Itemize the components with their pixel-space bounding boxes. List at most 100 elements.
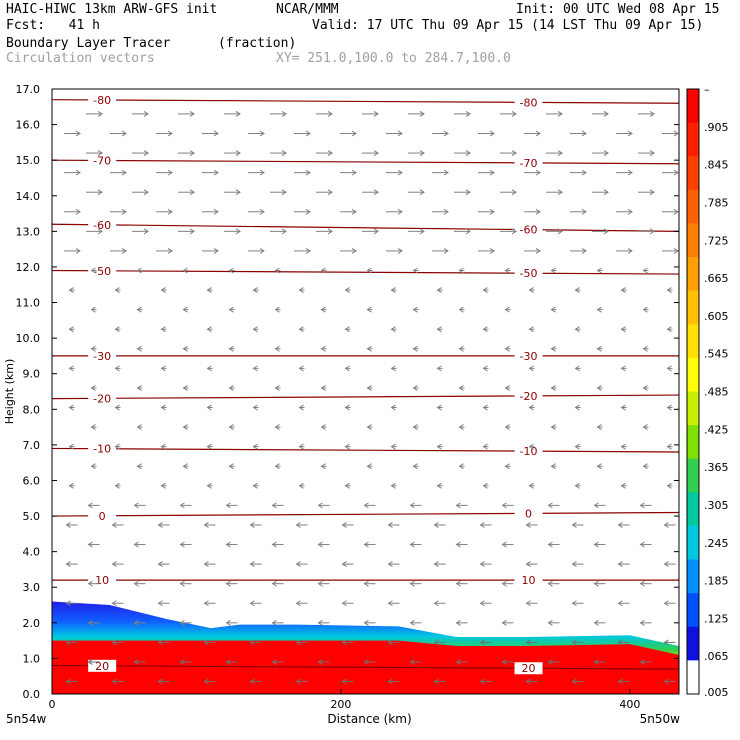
colorbar-swatch — [687, 223, 699, 258]
wind-vector-head — [620, 365, 626, 372]
wind-vector-head — [259, 208, 265, 215]
wind-vector-head — [228, 306, 234, 313]
wind-vector-head — [65, 522, 71, 528]
wind-vector-head — [271, 541, 277, 548]
wind-vector-head — [136, 345, 142, 352]
wind-vector-head — [455, 541, 461, 548]
contour-label: 10 — [522, 574, 536, 587]
wind-vector-head — [298, 287, 304, 293]
wind-vector-head — [182, 385, 188, 391]
organization: NCAR/MMM — [276, 2, 339, 17]
wind-vector-head — [274, 424, 280, 431]
colorbar-frame — [686, 88, 700, 695]
wind-vector-head — [121, 248, 127, 254]
wind-vector-head — [344, 365, 350, 372]
wind-vector-head — [479, 639, 485, 646]
wind-vector-head — [252, 365, 258, 372]
colorbar-label: .605 — [704, 310, 729, 323]
wind-vector-head — [366, 345, 372, 352]
wind-vector-head — [259, 248, 265, 254]
wind-vector-head — [327, 189, 333, 196]
contour-label-bg — [88, 392, 117, 405]
wind-vector-head — [627, 169, 633, 176]
wind-vector-head — [581, 248, 587, 254]
wind-vector-head — [666, 365, 672, 372]
colorbar-label: .005 — [704, 686, 729, 699]
wind-vector-head — [557, 150, 563, 156]
wind-vector-head — [593, 502, 599, 509]
contour-label: -20 — [93, 392, 111, 405]
wind-vector-head — [121, 208, 127, 215]
wind-vector-head — [157, 561, 163, 568]
wind-vector-head — [225, 502, 231, 509]
wind-vector-head — [458, 267, 464, 274]
wind-vector-head — [581, 169, 587, 176]
wind-vector-head — [206, 404, 212, 411]
wind-vector-head — [320, 424, 326, 431]
wind-vector-head — [525, 678, 531, 685]
contour-label-bg — [88, 93, 117, 106]
wind-vector-head — [642, 385, 648, 391]
wind-vector-head — [571, 600, 577, 607]
wind-vector-head — [443, 248, 449, 254]
wind-vector-head — [320, 385, 326, 391]
contour-label-bg — [88, 218, 117, 231]
wind-vector-head — [465, 150, 471, 156]
wind-vector-head — [97, 110, 103, 117]
y-tick-label: 5.0 — [23, 510, 41, 523]
colorbar-swatch — [687, 626, 699, 661]
wind-vector-head — [136, 267, 142, 274]
wind-vector-head — [97, 228, 103, 235]
wind-vector-head — [121, 130, 127, 137]
temperature-contour — [52, 447, 679, 453]
wind-vector-head — [525, 561, 531, 568]
wind-vector-head — [363, 541, 369, 548]
wind-vector-head — [157, 639, 163, 646]
model-title: HAIC-HIWC 13km ARW-GFS init — [6, 2, 218, 17]
wind-vector-head — [160, 482, 166, 489]
contour-label-bg — [514, 223, 543, 236]
wind-vector-head — [182, 345, 188, 352]
contour-label: -70 — [520, 157, 538, 170]
contour-label: -50 — [93, 265, 111, 278]
wind-vector-head — [341, 639, 347, 646]
wind-vector-head — [90, 385, 96, 391]
wind-vector-head — [482, 404, 488, 411]
wind-vector-head — [397, 248, 403, 254]
wind-vector-head — [673, 248, 679, 254]
wind-vector-head — [550, 463, 556, 470]
wind-vector-head — [603, 110, 609, 117]
temperature-contour — [52, 223, 679, 232]
wind-vector-head — [419, 110, 425, 117]
wind-vector-head — [160, 365, 166, 372]
x-tick-label: 200 — [330, 698, 351, 711]
y-tick-label: 1.0 — [23, 652, 41, 665]
wind-vector-head — [182, 306, 188, 313]
wind-vector-head — [390, 404, 396, 411]
wind-vector-head — [225, 659, 231, 665]
wind-vector-head — [157, 522, 163, 528]
wind-vector-head — [189, 228, 195, 235]
wind-vector-head — [649, 110, 655, 117]
wind-vector-head — [295, 561, 301, 568]
y-tick-label: 0.0 — [23, 688, 41, 701]
wind-vector-head — [373, 110, 379, 117]
wind-vector-head — [213, 248, 219, 254]
wind-vector-head — [617, 522, 623, 528]
wind-vector-head — [295, 639, 301, 646]
wind-vector-head — [317, 659, 323, 665]
wind-vector-head — [160, 287, 166, 293]
contour-label: -30 — [93, 350, 111, 363]
colorbar-swatch — [687, 89, 699, 124]
wind-vector-head — [271, 580, 277, 587]
wind-vector-head — [412, 306, 418, 313]
wind-vector-head — [535, 169, 541, 176]
wind-vector-head — [327, 110, 333, 117]
wind-vector-head — [443, 169, 449, 176]
wind-vector-head — [525, 522, 531, 528]
wind-vector-head — [235, 110, 241, 117]
wind-vector-head — [65, 561, 71, 568]
wind-vector-head — [387, 522, 393, 528]
colorbar-label: .425 — [704, 423, 729, 436]
wind-vector-head — [249, 639, 255, 646]
